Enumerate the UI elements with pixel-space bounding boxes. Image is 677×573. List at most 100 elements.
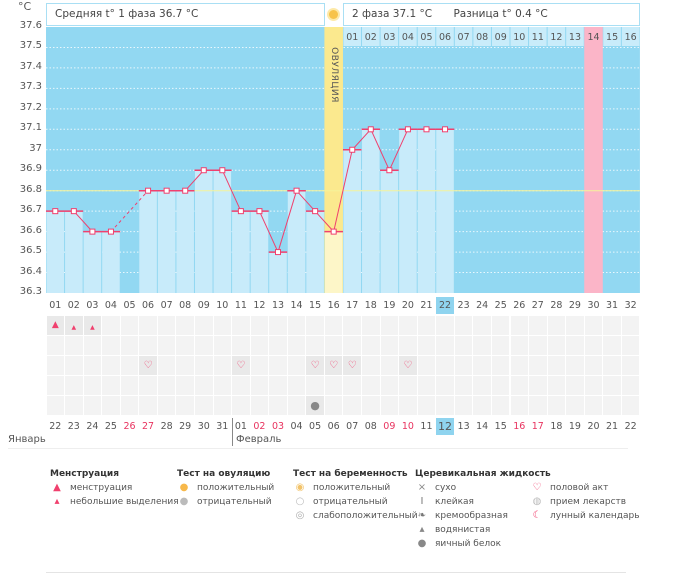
phase2-day-cell [454,27,473,46]
phase2-day-cell [473,27,491,46]
phase2-day-label: 09 [495,32,507,43]
calendar-date-label: 15 [494,421,507,432]
calendar-cell [232,396,250,415]
temperature-point [182,187,189,194]
calendar-cell [603,336,621,355]
calendar-cell [269,376,287,395]
calendar-cell [399,376,417,395]
calendar-cell [83,336,102,355]
calendar-cell [621,396,640,415]
calendar-cell [176,376,194,395]
calendar-cell [362,376,380,395]
calendar-cell [157,336,176,355]
calendar-cell [324,336,343,355]
temperature-bar [194,170,213,293]
phase2-day-cell [380,27,399,46]
calendar-cell [139,396,157,415]
test-negative-icon: ○ [295,496,305,507]
cycle-day-label: 22 [435,297,455,314]
calendar-date-label: 22 [49,421,62,432]
calendar-cell [473,356,491,375]
temperature-point [52,208,59,215]
calendar-cell [102,336,120,355]
phase2-day-cell [362,27,380,46]
y-tick-label: 37.3 [19,81,42,93]
calendar-cell [380,356,399,375]
cycle-day-label: 15 [309,300,322,311]
heart-icon: ♡ [310,360,320,371]
calendar-cell [362,356,380,375]
phase1-average: Средняя t° 1 фаза 36.7 °C [46,3,325,26]
calendar-cell [120,356,139,375]
temperature-point [107,228,114,235]
legend-label: прием лекарств [550,497,627,507]
phase2-day-label: 07 [458,32,470,43]
calendar-cell [269,396,287,415]
heart-icon: ♡ [236,360,246,371]
calendar-date-label: 25 [104,421,117,432]
calendar-cell [343,396,361,415]
phase2-day-label: 15 [606,32,618,43]
calendar-date-label: 30 [197,421,210,432]
calendar-cell [46,376,65,395]
calendar-cell [194,336,213,355]
calendar-date-label: 26 [123,421,136,432]
heart-icon: ♡ [347,360,357,371]
calendar-date-label: 14 [476,421,489,432]
legend-label: слабоположительный [313,511,418,521]
calendar-cell [603,396,621,415]
phase2-day-label: 02 [365,32,377,43]
heart-icon: ♡ [329,360,339,371]
calendar-date-label: 08 [364,421,377,432]
calendar-cell [529,316,547,335]
phase2-day-label: 03 [383,32,395,43]
calendar-cell [454,336,473,355]
temperature-bar [399,129,417,293]
phase2-day-label: 14 [587,32,599,43]
calendar-cell [491,376,510,395]
cycle-day-label: 21 [420,300,433,311]
calendar-cell: ▲ [65,316,83,335]
calendar-cell [529,356,547,375]
calendar-cell [566,356,584,375]
legend-item: ❧ кремообразная [415,510,508,521]
cycle-day-label: 10 [216,300,229,311]
calendar-cell [343,336,361,355]
calendar-cell [139,336,157,355]
calendar-cell [65,336,83,355]
legend-title: Менструация [50,469,119,479]
calendar-cell [603,356,621,375]
calendar-cell [510,336,529,355]
phase2-day-label: 04 [402,32,414,43]
calendar-date-label: 18 [550,421,563,432]
calendar-cell [510,396,529,415]
y-tick-label: 36.9 [19,163,42,175]
calendar-cell: ♡ [343,356,361,375]
calendar-cell [399,396,417,415]
egg-white-icon: ● [310,399,320,412]
calendar-cell [306,336,324,355]
temperature-line-segment [314,210,335,232]
drop-small-icon: ▴ [54,496,60,507]
calendar-cell [194,316,213,335]
temperature-line-segment [258,210,279,253]
cycle-day-label: 08 [179,300,192,311]
calendar-cell [380,376,399,395]
phase2-day-cell [584,27,603,46]
calendar-cell: ▲ [83,316,102,335]
calendar-date-label: 11 [420,421,433,432]
calendar-cell [529,336,547,355]
temperature-bar [362,129,380,293]
phase2-day-cell [547,27,566,46]
phase2-day-cell [621,27,640,46]
calendar-date-label: 29 [179,421,192,432]
calendar-cell [287,396,306,415]
cross-icon: × [417,482,427,493]
calendar-cell [232,316,250,335]
legend-item: ▴ водянистая [415,524,490,535]
calendar-cell [343,376,361,395]
calendar-cell [454,356,473,375]
calendar-cell [547,376,566,395]
calendar-cell [232,336,250,355]
